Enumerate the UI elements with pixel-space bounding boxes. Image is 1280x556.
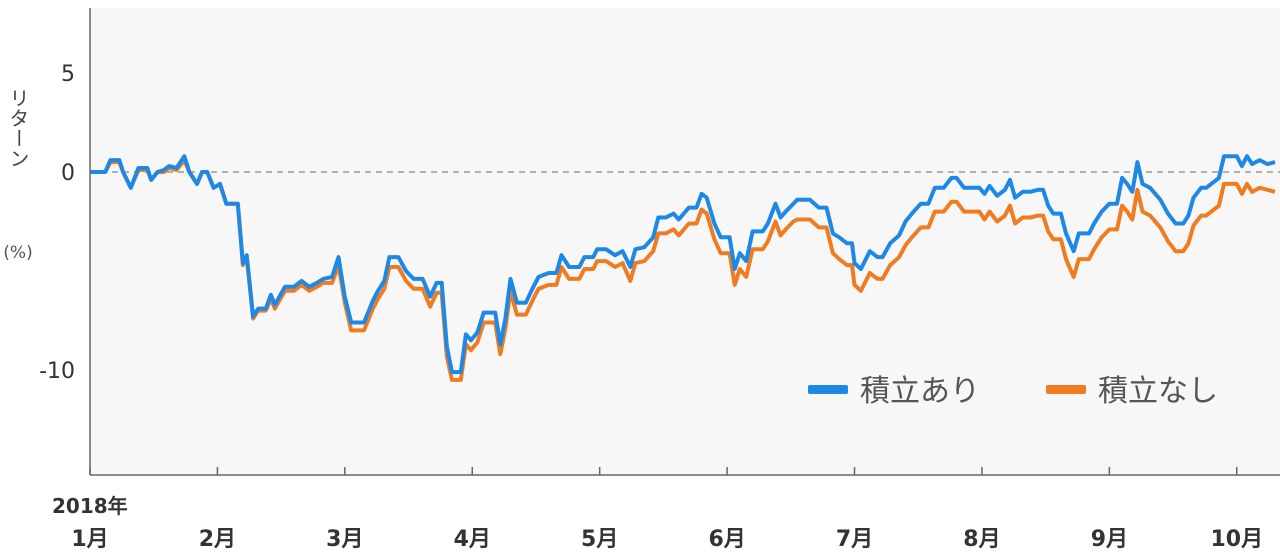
x-tick-label-4: 5月 xyxy=(581,527,618,552)
y-tick-layer: 5 0 -10 xyxy=(39,62,75,384)
y-axis-label: リターン xyxy=(6,88,30,168)
x-tick-label-8: 9月 xyxy=(1091,527,1128,552)
x-tick-label-6: 7月 xyxy=(836,527,873,552)
x-tick-label-2: 3月 xyxy=(326,527,363,552)
y-tick-label-2: -10 xyxy=(39,359,75,384)
legend-swatch-with-accumulation xyxy=(808,385,848,394)
x-tick-label-9: 10月 xyxy=(1210,527,1263,552)
x-tick-label-5: 6月 xyxy=(708,527,745,552)
y-axis-unit: (%) xyxy=(3,243,32,263)
x-tick-layer: 1月 2月 3月 4月 5月 6月 7月 8月 9月 10月 xyxy=(71,467,1263,552)
x-tick-label-7: 8月 xyxy=(963,527,1000,552)
legend-swatch-without-accumulation xyxy=(1046,385,1086,394)
legend-label-with-accumulation: 積立あり xyxy=(860,374,980,409)
x-tick-label-1: 2月 xyxy=(199,527,236,552)
legend: 積立あり 積立なし xyxy=(808,374,1218,409)
y-tick-label-1: 0 xyxy=(61,161,75,186)
y-axis-title: リターン (%) xyxy=(3,88,32,263)
legend-label-without-accumulation: 積立なし xyxy=(1098,374,1218,409)
series-layer xyxy=(90,154,1276,382)
series-line-0 xyxy=(90,154,1276,374)
x-tick-label-3: 4月 xyxy=(454,527,491,552)
x-tick-label-0: 1月 xyxy=(71,527,108,552)
y-tick-label-0: 5 xyxy=(61,62,75,87)
plot-area xyxy=(90,8,1280,475)
year-label: 2018年 xyxy=(52,494,128,518)
